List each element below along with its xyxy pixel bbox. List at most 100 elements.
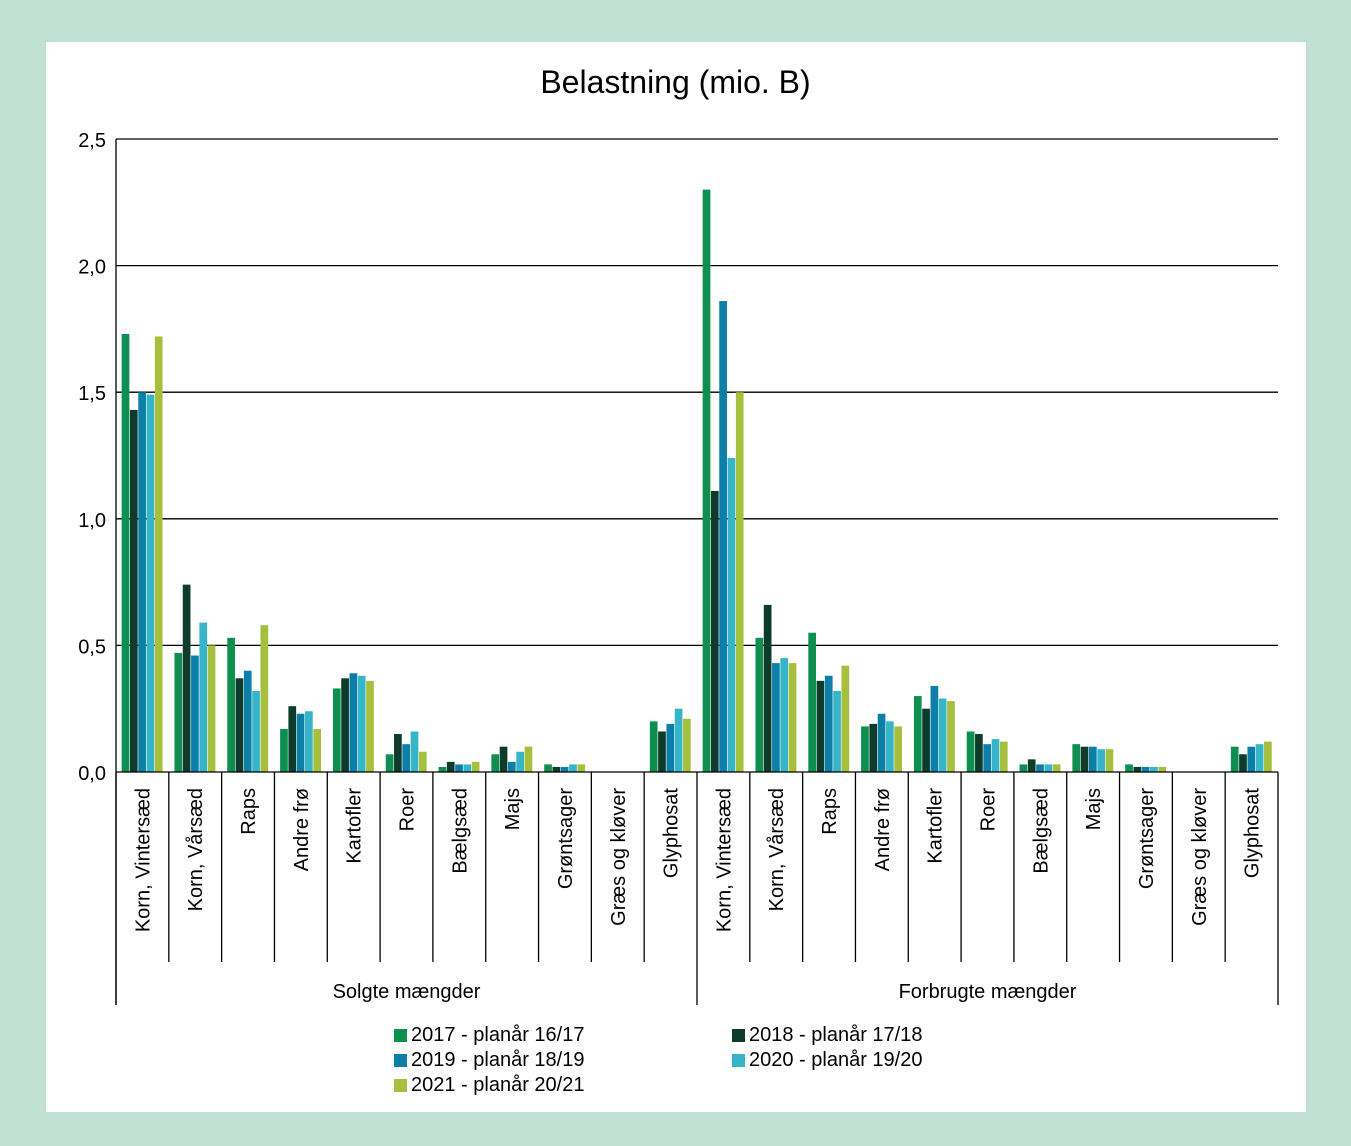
bar bbox=[313, 728, 322, 772]
legend-label: 2021 - planår 20/21 bbox=[411, 1074, 585, 1096]
bar bbox=[410, 731, 419, 772]
y-tick-label: 1,5 bbox=[78, 383, 106, 405]
bar bbox=[816, 680, 825, 772]
bar bbox=[1125, 764, 1133, 772]
bar bbox=[877, 713, 886, 772]
x-category-label: Græs og kløver bbox=[1189, 788, 1211, 926]
x-category-label: Glyphosat bbox=[1242, 788, 1264, 878]
bar bbox=[507, 761, 516, 772]
bar bbox=[463, 764, 472, 772]
bar bbox=[366, 680, 374, 772]
x-category-label: Roer bbox=[978, 788, 1000, 832]
bar bbox=[516, 751, 524, 772]
bar bbox=[1133, 766, 1142, 772]
x-category-label: Grøntsager bbox=[555, 788, 577, 889]
x-category-label: Kartofler bbox=[925, 788, 947, 864]
y-tick-label: 0,0 bbox=[78, 763, 106, 785]
chart-panel bbox=[46, 42, 1306, 1112]
y-tick-label: 1,0 bbox=[78, 510, 106, 532]
legend-item-2017: 2017 - planår 16/17 bbox=[394, 1024, 584, 1047]
bar bbox=[385, 754, 394, 772]
bar bbox=[332, 688, 341, 772]
bar bbox=[1019, 764, 1028, 772]
x-group-label: Forbrugte mængder bbox=[899, 981, 1077, 1003]
bar bbox=[1150, 766, 1158, 772]
bar bbox=[191, 655, 199, 772]
bar bbox=[938, 698, 947, 772]
bar bbox=[1088, 746, 1097, 772]
bar bbox=[983, 744, 992, 772]
bar bbox=[402, 744, 411, 772]
bar bbox=[296, 713, 305, 772]
bar bbox=[1255, 744, 1264, 772]
legend-swatch bbox=[394, 1054, 407, 1067]
bar bbox=[674, 708, 683, 772]
bar bbox=[199, 622, 208, 772]
bar bbox=[894, 726, 903, 772]
bar bbox=[666, 723, 675, 772]
bar bbox=[154, 336, 163, 772]
bar bbox=[1158, 766, 1167, 772]
bar bbox=[1052, 764, 1061, 772]
bar bbox=[1230, 746, 1239, 772]
x-category-label: Glyphosat bbox=[661, 788, 683, 878]
bar bbox=[129, 409, 138, 772]
bar bbox=[1072, 744, 1081, 772]
legend-swatch bbox=[732, 1054, 745, 1067]
bar bbox=[947, 701, 955, 772]
x-category-label: Korn, Vintersæd bbox=[132, 788, 154, 932]
legend-label: 2020 - planår 19/20 bbox=[749, 1049, 923, 1071]
bar bbox=[544, 764, 552, 772]
legend-swatch bbox=[394, 1079, 407, 1092]
x-category-label: Raps bbox=[819, 788, 841, 835]
y-tick-label: 2,5 bbox=[78, 130, 106, 152]
chart-title: Belastning (mio. B) bbox=[540, 64, 811, 100]
legend-swatch bbox=[394, 1029, 407, 1042]
bar bbox=[735, 392, 744, 772]
bar bbox=[824, 675, 833, 772]
bar bbox=[288, 706, 297, 772]
bar bbox=[922, 708, 930, 772]
bar bbox=[719, 301, 727, 772]
bar bbox=[683, 718, 691, 772]
bar bbox=[861, 726, 869, 772]
bar bbox=[658, 731, 666, 772]
bar bbox=[341, 678, 349, 772]
bar bbox=[1080, 746, 1089, 772]
legend-item-2021: 2021 - planår 20/21 bbox=[394, 1074, 584, 1097]
bar bbox=[966, 731, 975, 772]
y-tick-label: 0,5 bbox=[78, 636, 106, 658]
bar bbox=[499, 746, 508, 772]
bar bbox=[788, 663, 797, 772]
bar bbox=[471, 761, 480, 772]
bar bbox=[243, 670, 252, 772]
bar bbox=[702, 189, 711, 772]
x-group-label: Solgte mængder bbox=[333, 981, 481, 1003]
bar bbox=[780, 658, 789, 772]
bar bbox=[991, 739, 1000, 772]
bar bbox=[455, 764, 463, 772]
x-category-label: Bælgsæd bbox=[449, 788, 471, 874]
bar bbox=[305, 711, 313, 772]
bar bbox=[349, 673, 358, 772]
legend-label: 2017 - planår 16/17 bbox=[411, 1024, 585, 1046]
x-category-label: Andre frø bbox=[872, 788, 894, 871]
bar bbox=[560, 766, 569, 772]
x-category-label: Korn, Vårsæd bbox=[766, 788, 788, 911]
x-category-label: Grøntsager bbox=[1136, 788, 1158, 889]
bar bbox=[174, 652, 183, 772]
bar bbox=[446, 761, 455, 772]
bar bbox=[227, 637, 235, 772]
bar bbox=[763, 604, 772, 772]
bar bbox=[1027, 759, 1036, 772]
bar bbox=[394, 734, 402, 772]
legend-item-2018: 2018 - planår 17/18 bbox=[732, 1024, 922, 1047]
bar bbox=[1141, 766, 1150, 772]
bar bbox=[280, 728, 288, 772]
y-tick-label: 2,0 bbox=[78, 257, 106, 279]
bar bbox=[438, 766, 447, 772]
bar bbox=[491, 754, 500, 772]
bar bbox=[569, 764, 577, 772]
x-category-label: Bælgsæd bbox=[1030, 788, 1052, 874]
